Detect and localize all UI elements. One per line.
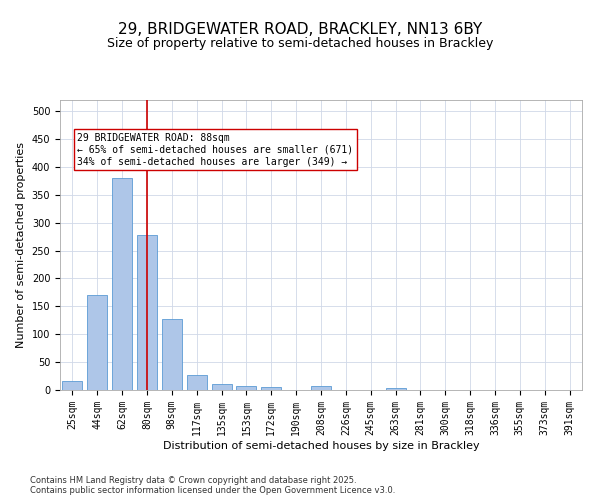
Text: 29, BRIDGEWATER ROAD, BRACKLEY, NN13 6BY: 29, BRIDGEWATER ROAD, BRACKLEY, NN13 6BY bbox=[118, 22, 482, 38]
Text: Size of property relative to semi-detached houses in Brackley: Size of property relative to semi-detach… bbox=[107, 38, 493, 51]
Bar bbox=[88, 295, 107, 390]
Bar bbox=[137, 235, 157, 390]
Bar bbox=[386, 388, 406, 390]
Bar bbox=[187, 375, 206, 390]
Text: Contains HM Land Registry data © Crown copyright and database right 2025.
Contai: Contains HM Land Registry data © Crown c… bbox=[30, 476, 395, 495]
Bar bbox=[236, 386, 256, 390]
Bar bbox=[162, 318, 182, 390]
X-axis label: Distribution of semi-detached houses by size in Brackley: Distribution of semi-detached houses by … bbox=[163, 440, 479, 450]
Text: 29 BRIDGEWATER ROAD: 88sqm
← 65% of semi-detached houses are smaller (671)
34% o: 29 BRIDGEWATER ROAD: 88sqm ← 65% of semi… bbox=[77, 134, 353, 166]
Bar bbox=[311, 386, 331, 390]
Bar bbox=[62, 380, 82, 390]
Bar bbox=[212, 384, 232, 390]
Bar bbox=[262, 386, 281, 390]
Y-axis label: Number of semi-detached properties: Number of semi-detached properties bbox=[16, 142, 26, 348]
Bar bbox=[112, 178, 132, 390]
